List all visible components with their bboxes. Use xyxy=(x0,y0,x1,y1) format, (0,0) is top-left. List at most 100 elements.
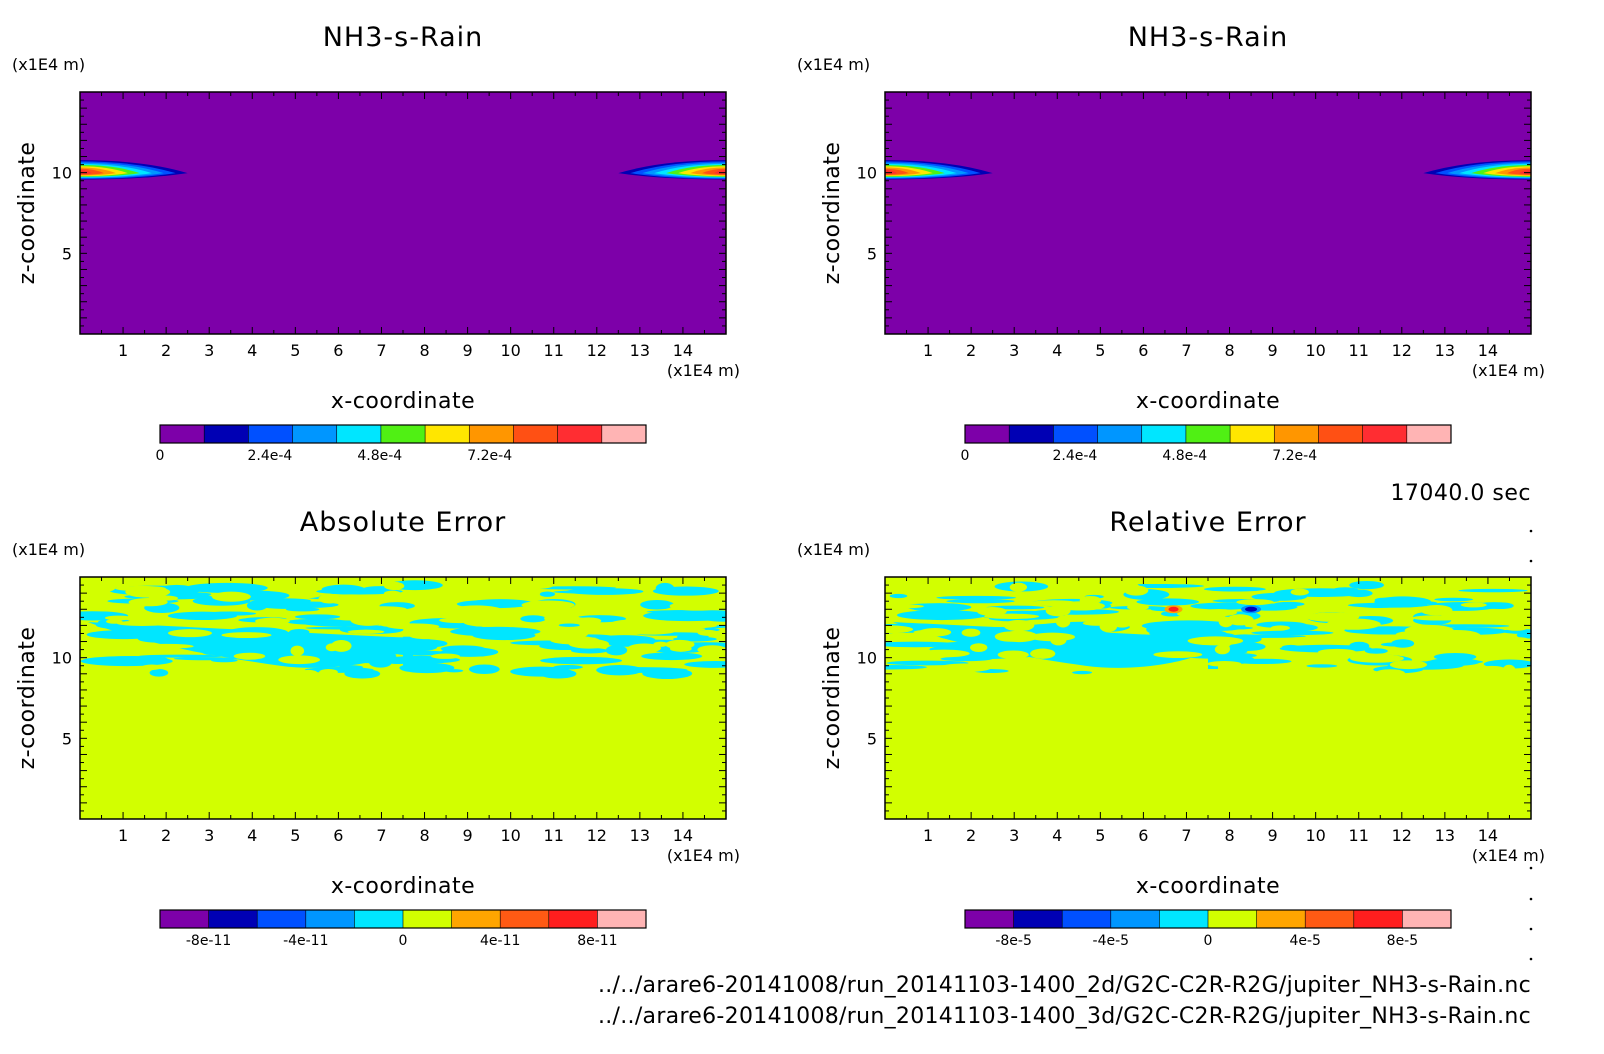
colorbar-swatch xyxy=(257,910,307,928)
error-gap xyxy=(1236,599,1274,606)
error-gap xyxy=(928,580,962,593)
error-patch xyxy=(1273,601,1305,607)
colorbar-swatch xyxy=(1318,425,1364,443)
error-gap xyxy=(970,643,988,652)
colorbar-tick-label: 8e-5 xyxy=(1387,933,1418,949)
x-tick-label: 13 xyxy=(630,341,650,360)
x-tick-label: 11 xyxy=(1349,826,1369,845)
x-tick-label: 1 xyxy=(923,826,933,845)
error-gap xyxy=(180,667,224,674)
error-patch xyxy=(80,656,173,667)
colorbar-frame xyxy=(159,424,647,444)
error-patch xyxy=(1212,634,1306,638)
x-tick-label: 7 xyxy=(376,826,386,845)
error-gap xyxy=(1082,620,1114,626)
colorbar-swatch xyxy=(354,910,404,928)
error-gap xyxy=(1315,597,1335,604)
error-gap xyxy=(500,649,533,656)
error-gap xyxy=(1499,637,1531,644)
error-patch xyxy=(936,595,1016,600)
x-tick-label: 13 xyxy=(1435,826,1455,845)
colorbar-swatch xyxy=(557,425,603,443)
y-axis-label: z-coordinate xyxy=(820,142,845,285)
error-gap xyxy=(1003,619,1035,632)
plot-area xyxy=(885,92,1531,334)
error-patch xyxy=(445,669,464,673)
error-patch xyxy=(539,591,555,597)
x-tick-label: 1 xyxy=(923,341,933,360)
y-unit-label: (x1E4 m) xyxy=(12,540,85,559)
error-gap xyxy=(439,617,479,624)
x-tick-label: 1 xyxy=(118,341,128,360)
error-spot xyxy=(1245,606,1258,612)
colorbar-tick-label: 4.8e-4 xyxy=(357,448,402,464)
error-gap xyxy=(1226,614,1254,626)
error-patch xyxy=(1306,664,1338,668)
error-gap xyxy=(547,627,589,640)
error-patch xyxy=(897,610,987,621)
x-tick-labels: 1 2 3 4 5 6 7 8 9 10 11 12 13 14 xyxy=(923,341,1498,360)
colorbar-tick-label: 2.4e-4 xyxy=(247,448,292,464)
x-tick-label: 8 xyxy=(1224,826,1234,845)
error-patch xyxy=(1210,626,1254,630)
error-patch xyxy=(886,660,969,666)
colorbar-swatch xyxy=(425,425,470,443)
colorbar-swatch xyxy=(601,425,647,443)
error-patch xyxy=(885,664,927,670)
error-gap xyxy=(1293,638,1326,644)
colorbar-swatch xyxy=(1141,425,1187,443)
error-gap xyxy=(318,594,341,604)
colorbar-swatch xyxy=(1230,425,1275,443)
y-unit-label: (x1E4 m) xyxy=(12,55,85,74)
colorbar-tick-label: 0 xyxy=(156,448,165,464)
colorbar-swatch xyxy=(1185,425,1231,443)
error-gap xyxy=(1375,669,1405,677)
error-gap xyxy=(278,655,321,665)
colorbar-swatch xyxy=(1353,910,1403,928)
colorbar-swatch xyxy=(403,910,453,928)
error-gap xyxy=(676,623,718,629)
x-tick-label: 6 xyxy=(1138,341,1148,360)
error-patch xyxy=(647,670,674,677)
x-tick-labels: 1 2 3 4 5 6 7 8 9 10 11 12 13 14 xyxy=(923,826,1498,845)
margin-dots xyxy=(1529,529,1533,961)
y-tick-label: 5 xyxy=(867,729,877,748)
error-gap xyxy=(1030,648,1056,659)
x-tick-label: 14 xyxy=(673,341,693,360)
error-gap xyxy=(1214,644,1230,655)
error-patch xyxy=(294,614,341,620)
colorbar-swatch xyxy=(1362,425,1408,443)
file-path-3d: ../../arare6-20141008/run_20141103-1400_… xyxy=(598,1004,1531,1029)
panel-relative-error: Relative Error (x1E4 m) 1 2 3 4 5 6 7 8 9 10 11 12 1… xyxy=(797,507,1545,949)
error-gap xyxy=(1374,587,1422,594)
error-gap xyxy=(1290,588,1309,596)
y-tick-label: 5 xyxy=(62,244,72,263)
colorbar-swatch xyxy=(1110,910,1160,928)
error-gap xyxy=(1317,648,1357,656)
error-gap xyxy=(697,645,726,655)
error-gap xyxy=(319,668,338,676)
error-patch xyxy=(946,599,1015,604)
error-gap xyxy=(665,639,695,650)
error-patch xyxy=(210,658,238,663)
error-patch xyxy=(558,623,580,627)
y-tick-label: 10 xyxy=(857,164,877,183)
colorbar-tick-label: -8e-5 xyxy=(995,933,1032,949)
error-gap xyxy=(384,581,405,591)
error-patch xyxy=(641,652,703,661)
y-axis-label: z-coordinate xyxy=(820,627,845,770)
colorbar-swatch xyxy=(513,425,559,443)
error-gap xyxy=(128,598,168,607)
error-gap xyxy=(409,632,445,640)
colorbar-swatch xyxy=(548,910,598,928)
x-tick-label: 2 xyxy=(966,826,976,845)
colorbar-swatch xyxy=(1256,910,1306,928)
tick-marks xyxy=(80,92,726,334)
error-gap xyxy=(1057,601,1105,611)
y-axis-label: z-coordinate xyxy=(15,627,40,770)
tick-marks xyxy=(885,577,1531,819)
error-gap xyxy=(885,625,914,634)
colorbar-tick-label: 7.2e-4 xyxy=(1272,448,1317,464)
error-gap xyxy=(1218,616,1234,628)
